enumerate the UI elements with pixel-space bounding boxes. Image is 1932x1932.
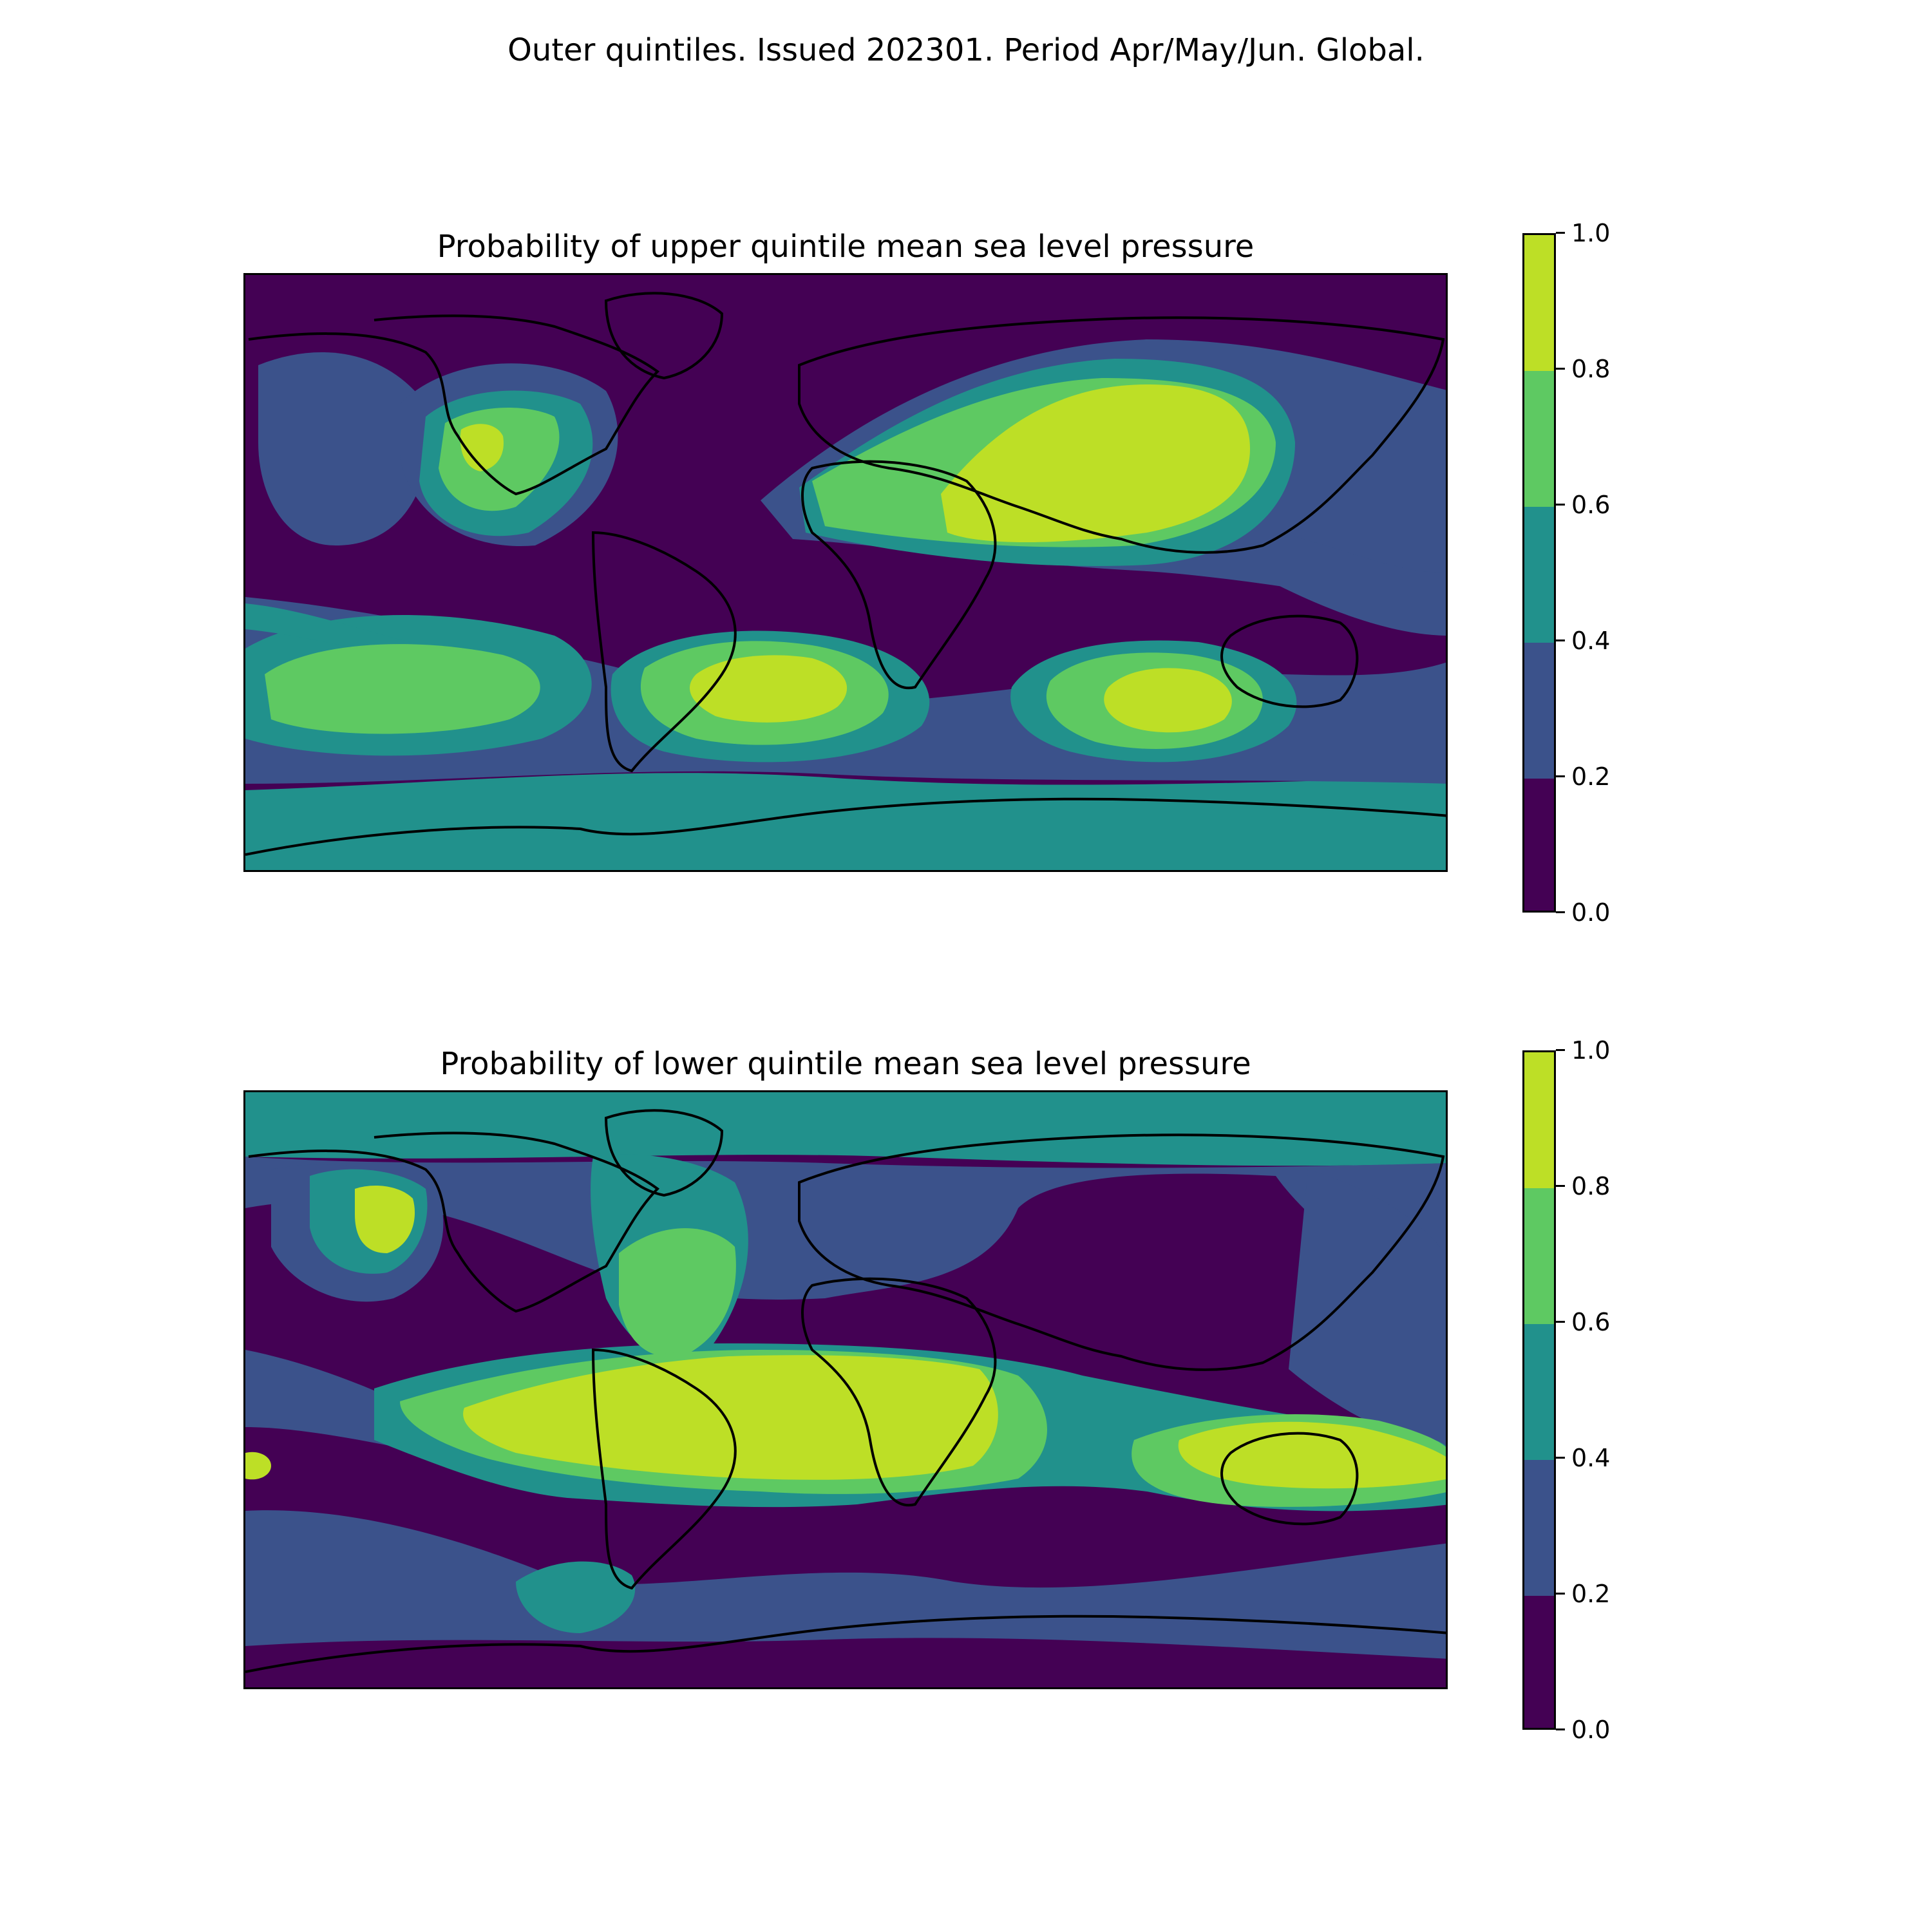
- lower-map-svg: [245, 1092, 1446, 1687]
- lower-map-coastlines: [245, 1109, 1446, 1673]
- lower-map-green-north-atlantic: [619, 1228, 736, 1358]
- lower-map-south-america-coast: [591, 1348, 737, 1590]
- lower-colorbar-segment-2: [1524, 1324, 1554, 1460]
- lower-map-yellow-north-pacific: [355, 1186, 415, 1253]
- upper-colorbar-segment-4: [1524, 235, 1554, 371]
- upper-map-south-america-coast: [591, 531, 737, 773]
- lower-colorbar-label-0.6: 0.6: [1571, 1308, 1611, 1336]
- lower-quintile-map: [243, 1090, 1448, 1689]
- upper-map-yellow-south-atlantic: [690, 655, 848, 723]
- upper-map-yellow-north-america: [460, 424, 504, 471]
- upper-map-yellow-asia: [941, 384, 1250, 542]
- lower-colorbar-segment-1: [1524, 1460, 1554, 1596]
- lower-colorbar-segment-0: [1524, 1596, 1554, 1728]
- upper-map-svg: [245, 275, 1446, 870]
- upper-colorbar-label-0.8: 0.8: [1571, 355, 1611, 383]
- lower-colorbar-label-0.4: 0.4: [1571, 1444, 1611, 1472]
- lower-colorbar-segment-3: [1524, 1188, 1554, 1324]
- lower-map-yellow-australia: [1178, 1421, 1446, 1489]
- lower-map-north-america-coast: [248, 1132, 660, 1313]
- upper-map-blue-north-pacific: [258, 352, 429, 545]
- upper-colorbar-label-1.0: 1.0: [1571, 219, 1611, 247]
- upper-map-yellow-south-indian: [1104, 668, 1232, 733]
- lower-map-title: Probability of lower quintile mean sea l…: [440, 1046, 1251, 1082]
- upper-colorbar: [1522, 233, 1556, 913]
- lower-colorbar: [1522, 1050, 1556, 1730]
- upper-map-title: Probability of upper quintile mean sea l…: [437, 229, 1255, 265]
- lower-map-yellow-west-edge: [245, 1452, 271, 1480]
- upper-quintile-map: [243, 273, 1448, 872]
- upper-map-antarctic-band: [245, 773, 1446, 870]
- lower-map-antarctica-coast: [245, 1615, 1446, 1673]
- upper-colorbar-label-0.6: 0.6: [1571, 491, 1611, 519]
- lower-map-australia-coast: [1220, 1432, 1359, 1526]
- lower-map-africa-coast: [801, 1277, 997, 1507]
- upper-colorbar-label-0.2: 0.2: [1571, 762, 1611, 791]
- upper-map-antarctica-coast: [245, 797, 1446, 856]
- lower-colorbar-label-0.2: 0.2: [1571, 1580, 1611, 1608]
- lower-colorbar-label-0.8: 0.8: [1571, 1172, 1611, 1200]
- upper-colorbar-segment-2: [1524, 507, 1554, 643]
- upper-map-north-america-coast: [248, 314, 660, 496]
- lower-map-yellow-tropics: [463, 1355, 998, 1480]
- lower-colorbar-label-1.0: 1.0: [1571, 1036, 1611, 1065]
- upper-map-green-south-pacific: [265, 644, 540, 734]
- upper-map-greenland-coast: [604, 292, 724, 380]
- upper-colorbar-label-0.0: 0.0: [1571, 898, 1611, 927]
- lower-map-greenland-coast: [604, 1109, 724, 1197]
- upper-map-eurasia-coast: [798, 316, 1445, 554]
- lower-map-arctic-teal: [245, 1092, 1446, 1166]
- upper-map-australia-coast: [1220, 614, 1359, 708]
- lower-colorbar-label-0.0: 0.0: [1571, 1716, 1611, 1744]
- lower-map-teal-south-ocean: [516, 1561, 636, 1633]
- upper-colorbar-label-0.4: 0.4: [1571, 627, 1611, 655]
- lower-map-blue-east-pacific: [1289, 1170, 1446, 1452]
- upper-colorbar-segment-3: [1524, 371, 1554, 507]
- upper-colorbar-segment-1: [1524, 643, 1554, 779]
- upper-map-coastlines: [245, 292, 1446, 856]
- upper-colorbar-segment-0: [1524, 779, 1554, 911]
- lower-map-blue-north: [245, 1157, 1446, 1300]
- lower-colorbar-segment-4: [1524, 1052, 1554, 1188]
- upper-map-africa-coast: [801, 460, 997, 690]
- figure-suptitle: Outer quintiles. Issued 202301. Period A…: [507, 32, 1425, 68]
- lower-map-eurasia-coast: [798, 1133, 1445, 1371]
- upper-map-blue-west-pacific: [1276, 533, 1446, 636]
